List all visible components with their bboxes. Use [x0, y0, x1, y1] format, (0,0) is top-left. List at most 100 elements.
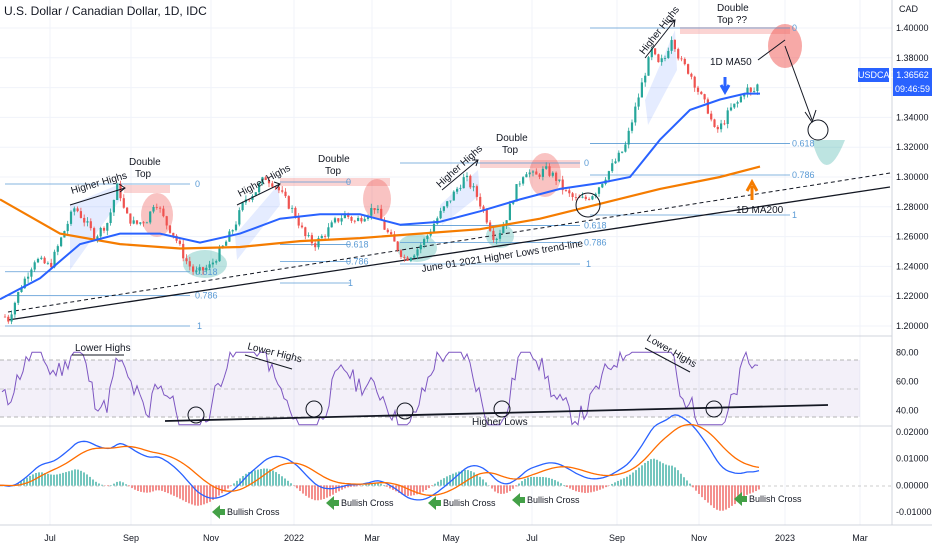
macd-histogram-bar [239, 478, 241, 486]
macd-histogram-bar [62, 472, 64, 486]
candle-body [357, 217, 360, 221]
y-tick-label: 1.38000 [896, 53, 929, 63]
candle-body [498, 232, 502, 239]
candle-body [452, 191, 455, 201]
candle-body [716, 126, 719, 130]
candle-body [142, 222, 145, 224]
candle-body [89, 221, 92, 229]
last-price-badge: 1.36562 09:46:59 [893, 68, 932, 96]
target-zone [812, 140, 845, 165]
candle-body [294, 207, 297, 218]
candle-body [132, 220, 135, 224]
candle-body [225, 241, 228, 246]
fib-label: 1 [586, 259, 591, 269]
macd-histogram-bar [596, 485, 598, 491]
macd-histogram-bar [692, 485, 694, 488]
fib-label: 0.786 [195, 291, 218, 301]
candle-body [574, 197, 577, 198]
candle-body [531, 171, 535, 173]
candle-body [102, 227, 106, 231]
candle-body [304, 227, 307, 237]
macd-histogram-bar [485, 482, 487, 486]
macd-histogram-bar [425, 485, 427, 491]
macd-histogram-bar [71, 470, 73, 486]
candle-body [667, 50, 670, 59]
macd-histogram-bar [419, 485, 421, 494]
macd-histogram-bar [602, 485, 604, 489]
macd-histogram-bar [68, 471, 70, 486]
macd-histogram-bar [212, 485, 214, 500]
macd-histogram-bar [569, 485, 571, 489]
macd-histogram-bar [134, 485, 136, 490]
macd-histogram-bar [299, 485, 301, 491]
candle-body [215, 261, 218, 263]
candle-body [307, 235, 310, 237]
y-tick-label: 0.02000 [896, 427, 929, 437]
macd-histogram-bar [707, 485, 709, 503]
macd-histogram-bar [227, 485, 229, 489]
macd-histogram-bar [353, 485, 355, 487]
candle-body [492, 230, 495, 240]
macd-histogram-bar [518, 483, 520, 486]
candle-body [231, 230, 234, 232]
candle-body [416, 249, 419, 256]
candle-body [710, 113, 713, 120]
bullish-cross-label: Bullish Cross [749, 494, 802, 504]
candle-body [683, 58, 686, 65]
candle-body [472, 186, 475, 188]
macd-histogram-bar [218, 485, 220, 496]
macd-histogram-bar [611, 483, 613, 486]
macd-histogram-bar [704, 485, 706, 501]
bullish-cross-arrow [734, 492, 747, 506]
candle-body [267, 179, 271, 184]
macd-histogram-bar [188, 485, 190, 504]
macd-histogram-bar [74, 469, 76, 486]
candle-body [713, 119, 716, 127]
label-dt3a: Double [496, 133, 528, 144]
macd-histogram-bar [755, 485, 757, 492]
candle-body [700, 91, 703, 95]
candle-body [53, 251, 56, 268]
candle-body [198, 267, 201, 271]
macd-histogram-bar [65, 472, 67, 486]
macd-histogram-bar [86, 474, 88, 486]
macd-histogram-bar [581, 485, 583, 493]
bullish-cross-arrow [428, 496, 441, 510]
candle-body [7, 316, 10, 322]
x-tick-label: Sep [123, 533, 139, 543]
macd-histogram-bar [458, 471, 460, 486]
countdown: 09:46:59 [894, 84, 931, 94]
y-tick-label: 1.26000 [896, 232, 929, 242]
candle-body [561, 179, 564, 191]
double-top-zone-3 [480, 160, 580, 168]
candle-body [551, 172, 554, 176]
candle-body [310, 235, 313, 244]
x-tick-label: Mar [364, 533, 380, 543]
macd-histogram-bar [713, 485, 715, 508]
candle-body [333, 218, 337, 223]
candle-body [317, 238, 320, 248]
candle-body [743, 94, 746, 97]
macd-histogram-bar [473, 472, 475, 486]
candle-body [396, 241, 399, 251]
candle-body [337, 218, 340, 222]
top-circle-3 [529, 153, 561, 197]
candle-body [10, 314, 13, 322]
candle-body [423, 239, 426, 245]
macd-histogram-bar [644, 462, 646, 486]
macd-histogram-bar [233, 483, 235, 486]
macd-histogram-bar [38, 472, 40, 486]
main-trendline [7, 186, 891, 321]
macd-histogram-bar [686, 480, 688, 486]
macd-histogram-bar [206, 485, 208, 504]
candle-body [594, 193, 597, 197]
label-dt4b: Top ?? [717, 15, 747, 26]
macd-histogram-bar [671, 465, 673, 486]
macd-histogram-bar [92, 479, 94, 486]
macd-histogram-bar [167, 485, 169, 494]
macd-histogram-bar [107, 485, 109, 487]
candle-body [370, 208, 373, 216]
candle-body [670, 40, 673, 51]
macd-histogram-bar [209, 485, 211, 502]
macd-histogram-bar [221, 485, 223, 494]
